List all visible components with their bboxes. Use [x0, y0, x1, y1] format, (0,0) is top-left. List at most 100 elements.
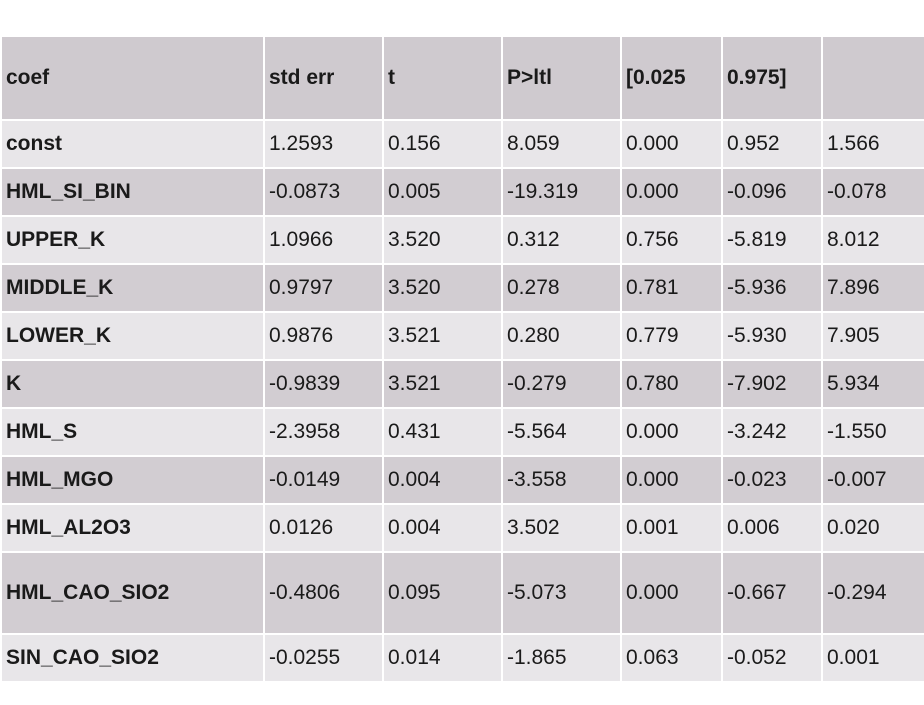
cell-p-value: 0.280: [502, 312, 622, 361]
row-label: HML_AL2O3: [2, 504, 265, 553]
row-label: const: [2, 120, 265, 169]
table-row: SIN_CAO_SIO2 -0.0255 0.014 -1.865 0.063 …: [2, 634, 924, 683]
cell-std-err: 0.9876: [264, 312, 384, 361]
cell-std-err: -2.3958: [264, 408, 384, 457]
cell-std-err: -0.4806: [264, 552, 384, 635]
cell-std-err: -0.0873: [264, 168, 384, 217]
cell-extra: 0.001: [822, 634, 924, 683]
cell-ci-upper: -5.936: [722, 264, 823, 313]
cell-std-err: 0.0126: [264, 504, 384, 553]
table-header: coef std err t P>ltl [0.025 0.975]: [2, 37, 924, 121]
header-p-value: P>ltl: [502, 37, 622, 121]
cell-t: 3.521: [383, 360, 503, 409]
header-ci-upper: 0.975]: [722, 37, 823, 121]
cell-t: 0.095: [383, 552, 503, 635]
cell-ci-lower: 0.000: [621, 168, 723, 217]
row-label: LOWER_K: [2, 312, 265, 361]
cell-extra: -0.078: [822, 168, 924, 217]
header-row: coef std err t P>ltl [0.025 0.975]: [2, 37, 924, 121]
cell-p-value: -5.073: [502, 552, 622, 635]
cell-ci-lower: 0.001: [621, 504, 723, 553]
cell-t: 3.521: [383, 312, 503, 361]
cell-t: 3.520: [383, 216, 503, 265]
cell-p-value: 3.502: [502, 504, 622, 553]
cell-extra: 7.896: [822, 264, 924, 313]
table-row: MIDDLE_K 0.9797 3.520 0.278 0.781 -5.936…: [2, 264, 924, 313]
cell-t: 3.520: [383, 264, 503, 313]
row-label: HML_CAO_SIO2: [2, 552, 265, 635]
cell-t: 0.005: [383, 168, 503, 217]
cell-t: 0.014: [383, 634, 503, 683]
cell-std-err: 0.9797: [264, 264, 384, 313]
cell-ci-upper: -0.096: [722, 168, 823, 217]
cell-extra: 0.020: [822, 504, 924, 553]
cell-ci-upper: -5.930: [722, 312, 823, 361]
cell-p-value: -5.564: [502, 408, 622, 457]
cell-std-err: -0.0255: [264, 634, 384, 683]
header-t: t: [383, 37, 503, 121]
cell-ci-lower: 0.063: [621, 634, 723, 683]
table-row: UPPER_K 1.0966 3.520 0.312 0.756 -5.819 …: [2, 216, 924, 265]
cell-ci-upper: -3.242: [722, 408, 823, 457]
header-coef: coef: [2, 37, 265, 121]
cell-ci-upper: -0.023: [722, 456, 823, 505]
cell-ci-upper: 0.006: [722, 504, 823, 553]
cell-extra: 8.012: [822, 216, 924, 265]
table-row: const 1.2593 0.156 8.059 0.000 0.952 1.5…: [2, 120, 924, 169]
row-label: UPPER_K: [2, 216, 265, 265]
table-row: HML_CAO_SIO2 -0.4806 0.095 -5.073 0.000 …: [2, 552, 924, 635]
cell-std-err: -0.9839: [264, 360, 384, 409]
table-row: HML_MGO -0.0149 0.004 -3.558 0.000 -0.02…: [2, 456, 924, 505]
cell-ci-upper: -0.667: [722, 552, 823, 635]
row-label: MIDDLE_K: [2, 264, 265, 313]
cell-ci-lower: 0.000: [621, 120, 723, 169]
cell-p-value: -1.865: [502, 634, 622, 683]
table-row: LOWER_K 0.9876 3.521 0.280 0.779 -5.930 …: [2, 312, 924, 361]
header-extra: [822, 37, 924, 121]
cell-std-err: 1.2593: [264, 120, 384, 169]
table-row: K -0.9839 3.521 -0.279 0.780 -7.902 5.93…: [2, 360, 924, 409]
cell-ci-lower: 0.000: [621, 456, 723, 505]
row-label: HML_MGO: [2, 456, 265, 505]
cell-ci-lower: 0.781: [621, 264, 723, 313]
cell-p-value: 0.312: [502, 216, 622, 265]
cell-extra: 7.905: [822, 312, 924, 361]
header-ci-lower: [0.025: [621, 37, 723, 121]
cell-std-err: -0.0149: [264, 456, 384, 505]
table-row: HML_AL2O3 0.0126 0.004 3.502 0.001 0.006…: [2, 504, 924, 553]
regression-table-container: coef std err t P>ltl [0.025 0.975] const…: [2, 37, 924, 683]
row-label: HML_S: [2, 408, 265, 457]
cell-t: 0.004: [383, 504, 503, 553]
cell-extra: -0.007: [822, 456, 924, 505]
cell-ci-upper: -5.819: [722, 216, 823, 265]
cell-p-value: 8.059: [502, 120, 622, 169]
cell-extra: 5.934: [822, 360, 924, 409]
cell-ci-lower: 0.000: [621, 408, 723, 457]
cell-p-value: -19.319: [502, 168, 622, 217]
table-body: const 1.2593 0.156 8.059 0.000 0.952 1.5…: [2, 120, 924, 683]
regression-coefficients-table: coef std err t P>ltl [0.025 0.975] const…: [2, 37, 924, 683]
cell-p-value: 0.278: [502, 264, 622, 313]
cell-p-value: -0.279: [502, 360, 622, 409]
cell-ci-lower: 0.000: [621, 552, 723, 635]
row-label: K: [2, 360, 265, 409]
cell-t: 0.431: [383, 408, 503, 457]
cell-ci-upper: 0.952: [722, 120, 823, 169]
cell-std-err: 1.0966: [264, 216, 384, 265]
cell-t: 0.156: [383, 120, 503, 169]
table-row: HML_S -2.3958 0.431 -5.564 0.000 -3.242 …: [2, 408, 924, 457]
cell-ci-lower: 0.779: [621, 312, 723, 361]
cell-t: 0.004: [383, 456, 503, 505]
cell-extra: -1.550: [822, 408, 924, 457]
row-label: SIN_CAO_SIO2: [2, 634, 265, 683]
row-label: HML_SI_BIN: [2, 168, 265, 217]
cell-ci-lower: 0.780: [621, 360, 723, 409]
cell-ci-lower: 0.756: [621, 216, 723, 265]
cell-extra: 1.566: [822, 120, 924, 169]
cell-extra: -0.294: [822, 552, 924, 635]
cell-p-value: -3.558: [502, 456, 622, 505]
header-std-err: std err: [264, 37, 384, 121]
cell-ci-upper: -0.052: [722, 634, 823, 683]
cell-ci-upper: -7.902: [722, 360, 823, 409]
table-row: HML_SI_BIN -0.0873 0.005 -19.319 0.000 -…: [2, 168, 924, 217]
